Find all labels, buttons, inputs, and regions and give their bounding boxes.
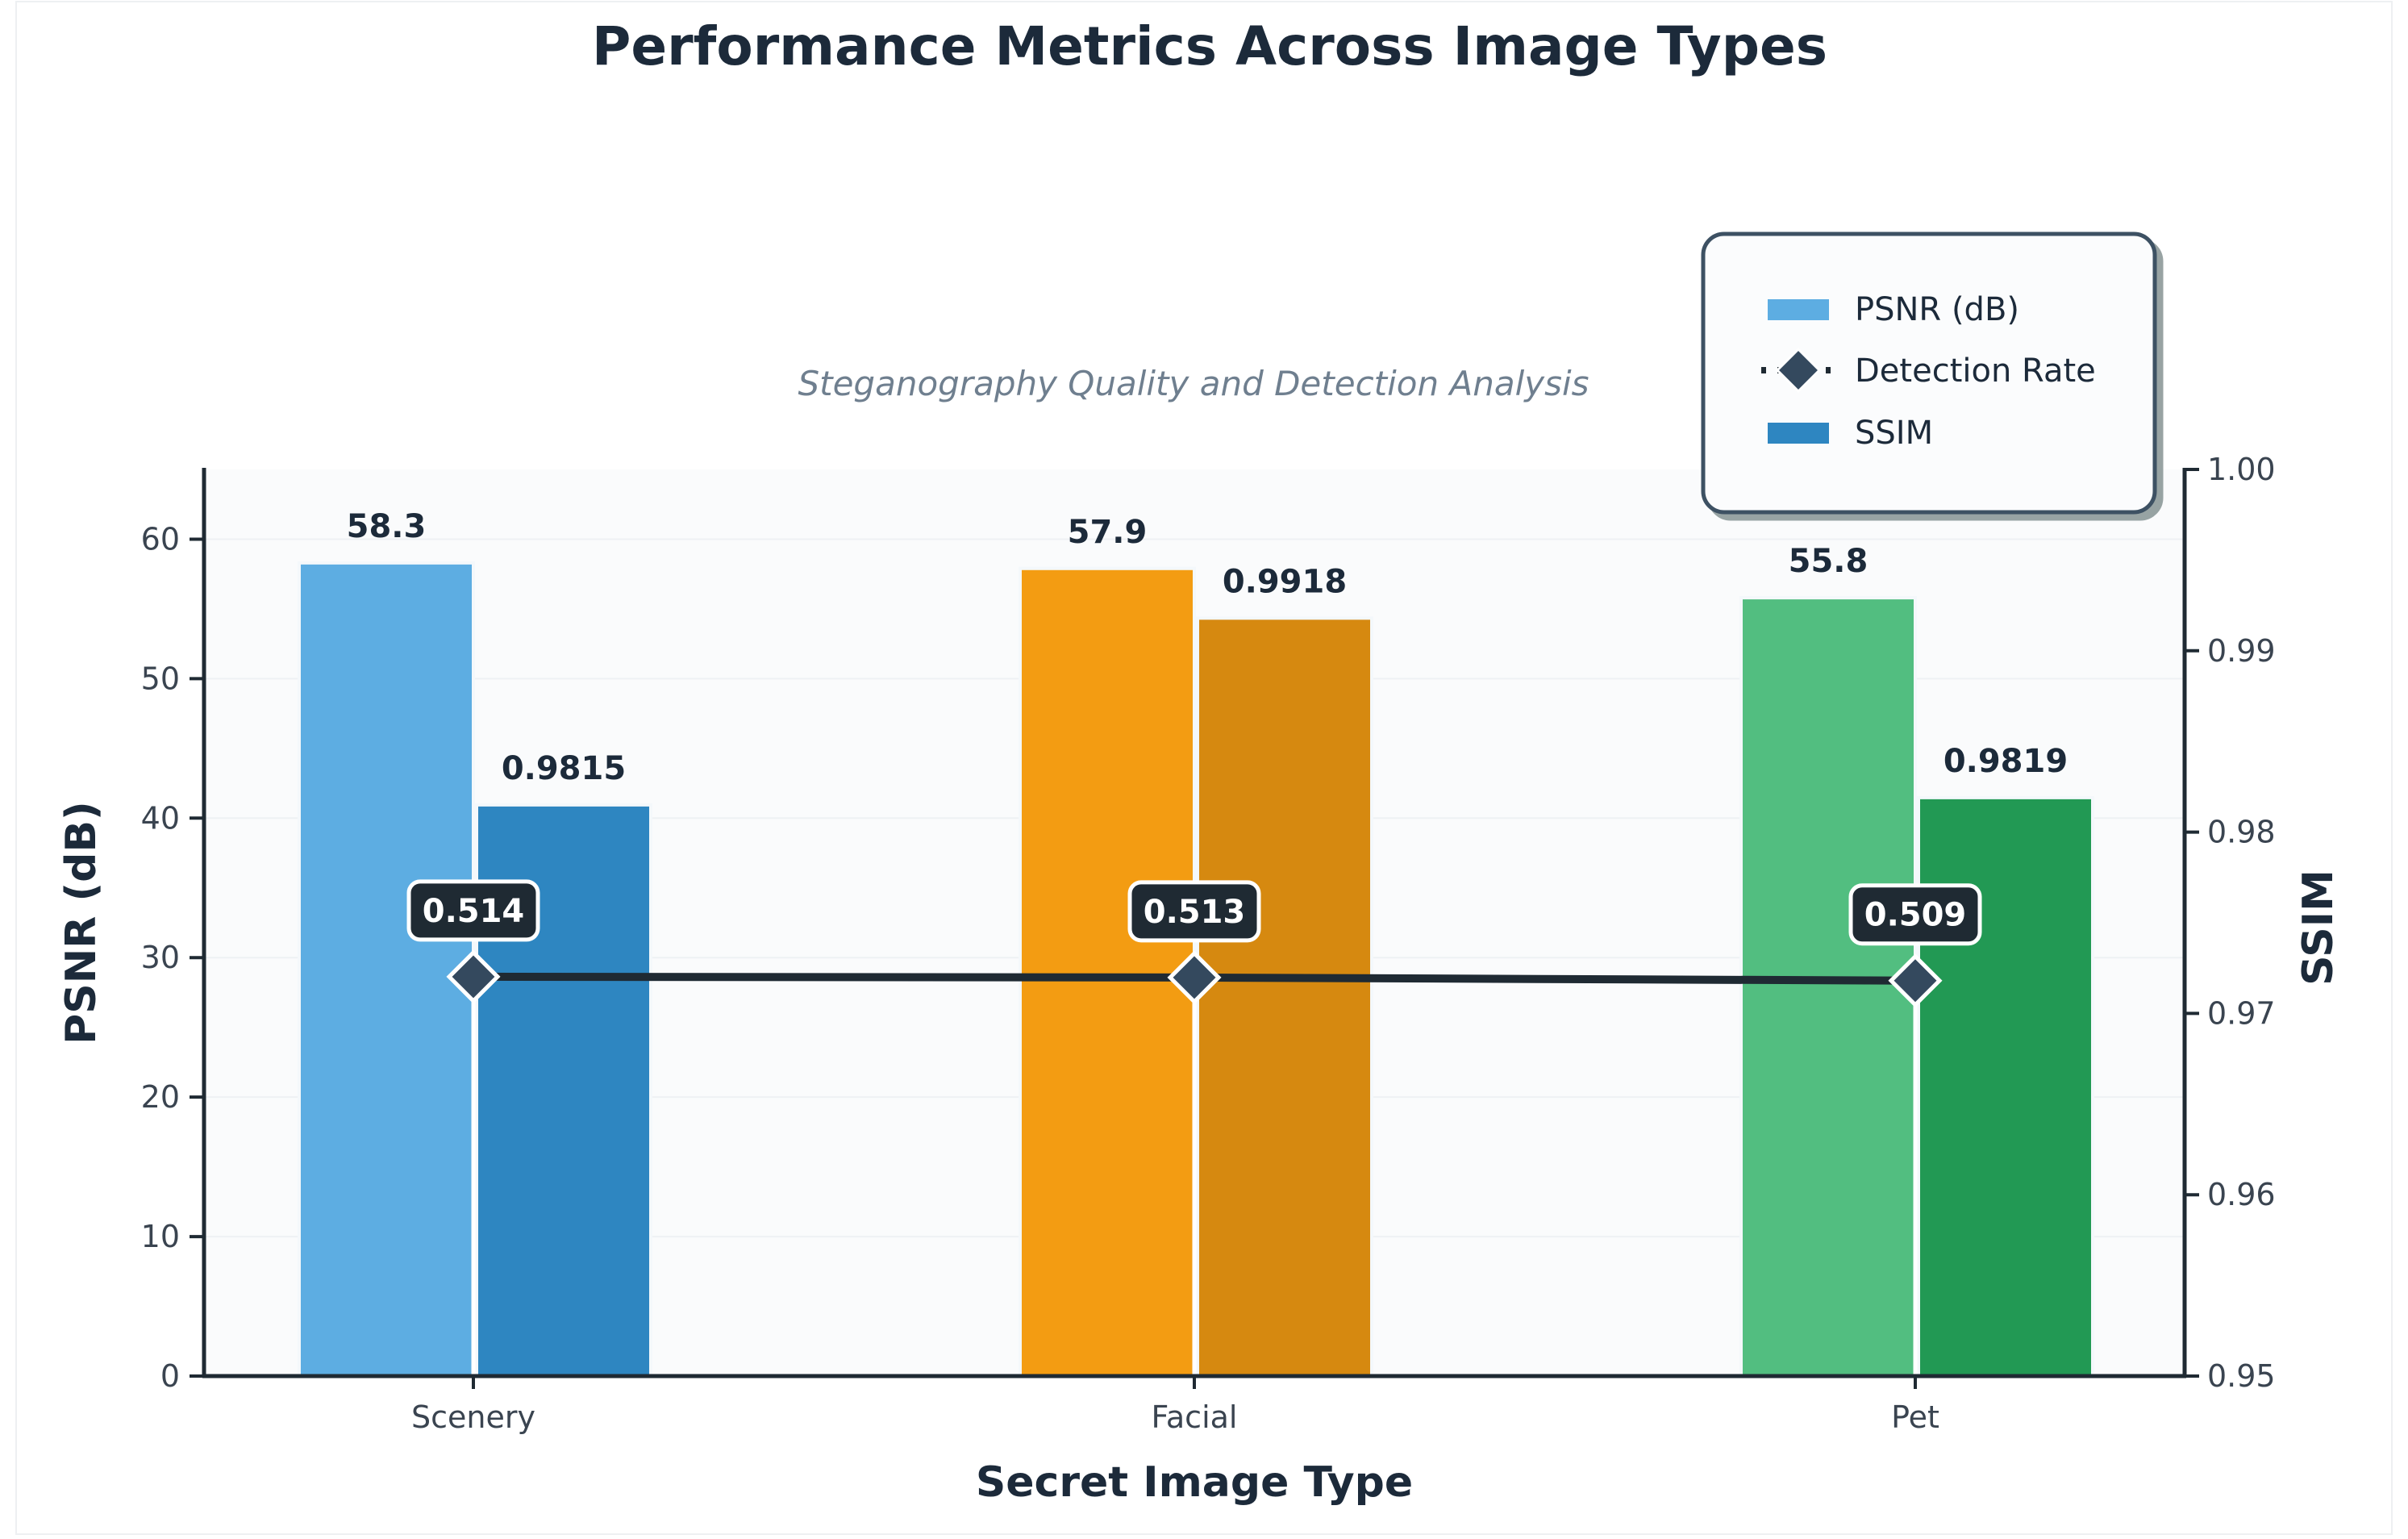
- detection-rate-labels: 0.514 0.513 0.509: [406, 879, 1982, 946]
- x-axis-label: Secret Image Type: [976, 1458, 1413, 1507]
- x-ticks: Scenery Facial Pet: [411, 1376, 1939, 1435]
- ssim-bar-label: 0.9918: [1223, 563, 1347, 600]
- bar-labels: 58.3 0.9815 57.9 0.9918 55.8 0.9819: [347, 508, 2068, 787]
- right-ticks: 0.95 0.96 0.97 0.98 0.99 1.00: [2185, 452, 2276, 1394]
- psnr-bar-label: 55.8: [1789, 543, 1868, 580]
- legend-psnr-swatch: [1768, 299, 1829, 320]
- detection-label-box: [406, 879, 540, 942]
- psnr-bar-label: 57.9: [1068, 514, 1148, 551]
- right-tick-label: 0.98: [2207, 815, 2276, 850]
- psnr-bar: [1739, 596, 1917, 1378]
- detection-stems: [471, 976, 1918, 1376]
- chart-subtitle: Steganography Quality and Detection Anal…: [798, 364, 1589, 403]
- detection-rate-line: [446, 949, 1943, 1008]
- left-tick-label: 60: [141, 521, 180, 557]
- x-tick-label: Scenery: [411, 1399, 535, 1435]
- x-tick-label: Pet: [1891, 1399, 1939, 1435]
- detection-rate-marker: [446, 949, 501, 1004]
- left-tick-label: 30: [141, 940, 180, 975]
- legend: PSNR (dB) Detection Rate SSIM: [1701, 231, 2157, 515]
- detection-label-box: [1127, 880, 1261, 943]
- detection-label: 0.514: [423, 893, 525, 930]
- ssim-bar-label: 0.9819: [1943, 743, 2068, 780]
- right-y-axis-label: SSIM: [2294, 870, 2343, 986]
- chart-title: Performance Metrics Across Image Types: [592, 15, 1827, 77]
- left-tick-label: 20: [141, 1079, 180, 1115]
- legend-detection-swatch: [1761, 347, 1835, 394]
- legend-ssim-label: SSIM: [1855, 415, 1933, 452]
- right-tick-label: 0.95: [2207, 1358, 2276, 1394]
- left-tick-label: 0: [160, 1358, 180, 1394]
- right-tick-label: 0.99: [2207, 633, 2276, 669]
- detection-rate-marker: [1888, 953, 1943, 1008]
- left-tick-label: 50: [141, 661, 180, 696]
- x-tick-label: Facial: [1152, 1399, 1238, 1435]
- legend-ssim-swatch: [1768, 423, 1829, 444]
- legend-psnr-label: PSNR (dB): [1855, 291, 2019, 328]
- figure-border: [15, 1, 2393, 1535]
- detection-rate-marker: [1167, 950, 1222, 1005]
- right-tick-label: 0.96: [2207, 1177, 2276, 1212]
- left-ticks: 0 10 20 30 40 50 60: [141, 521, 204, 1394]
- psnr-bar-label: 58.3: [347, 508, 427, 545]
- ssim-bar-label: 0.9815: [502, 750, 626, 787]
- ssim-bar: [1196, 616, 1373, 1378]
- psnr-bar: [1019, 566, 1196, 1378]
- right-tick-label: 1.00: [2207, 452, 2276, 487]
- bars: [298, 561, 2094, 1378]
- detection-label: 0.513: [1144, 894, 1246, 931]
- left-tick-label: 40: [141, 800, 180, 836]
- left-y-axis-label: PSNR (dB): [57, 801, 106, 1045]
- left-tick-label: 10: [141, 1219, 180, 1254]
- detection-label-box: [1848, 883, 1982, 946]
- psnr-bar: [298, 561, 475, 1378]
- right-tick-label: 0.97: [2207, 995, 2276, 1031]
- detection-label: 0.509: [1864, 897, 1967, 934]
- legend-detection-label: Detection Rate: [1855, 352, 2096, 390]
